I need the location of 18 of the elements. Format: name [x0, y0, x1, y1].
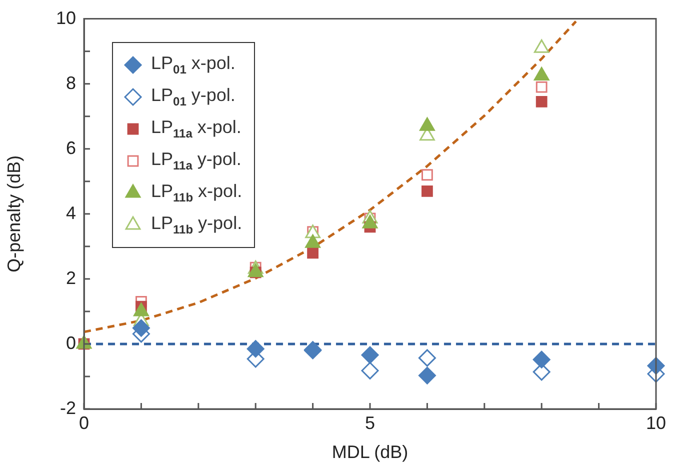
- legend-label: LP$_{11b}$ y-pol.: [151, 213, 242, 237]
- y-tick-label: 10: [56, 8, 76, 28]
- x-axis-title: MDL (dB): [332, 442, 408, 462]
- legend-label: LP$_{11b}$ x-pol.: [151, 181, 242, 205]
- x-tick-label: 5: [364, 412, 376, 433]
- y-tick-label: 4: [66, 202, 76, 223]
- y-tick-label: 6: [66, 138, 76, 158]
- y-tick-label: -2: [60, 398, 76, 418]
- y-tick-label: 8: [66, 72, 76, 93]
- x-tick-label: 10: [646, 412, 666, 433]
- legend-label: LP$_{01}$ x-pol.: [151, 53, 236, 77]
- y-axis-title: Q-penalty (dB): [4, 155, 24, 272]
- x-tick-label: 0: [78, 412, 90, 433]
- legend-label: LP$_{01}$ y-pol.: [151, 85, 236, 109]
- y-tick-label: 0: [66, 332, 76, 353]
- legend-label: LP$_{11a}$ y-pol.: [151, 149, 242, 173]
- y-tick-label: 2: [66, 268, 76, 288]
- legend-label: LP$_{11a}$ x-pol.: [151, 117, 242, 141]
